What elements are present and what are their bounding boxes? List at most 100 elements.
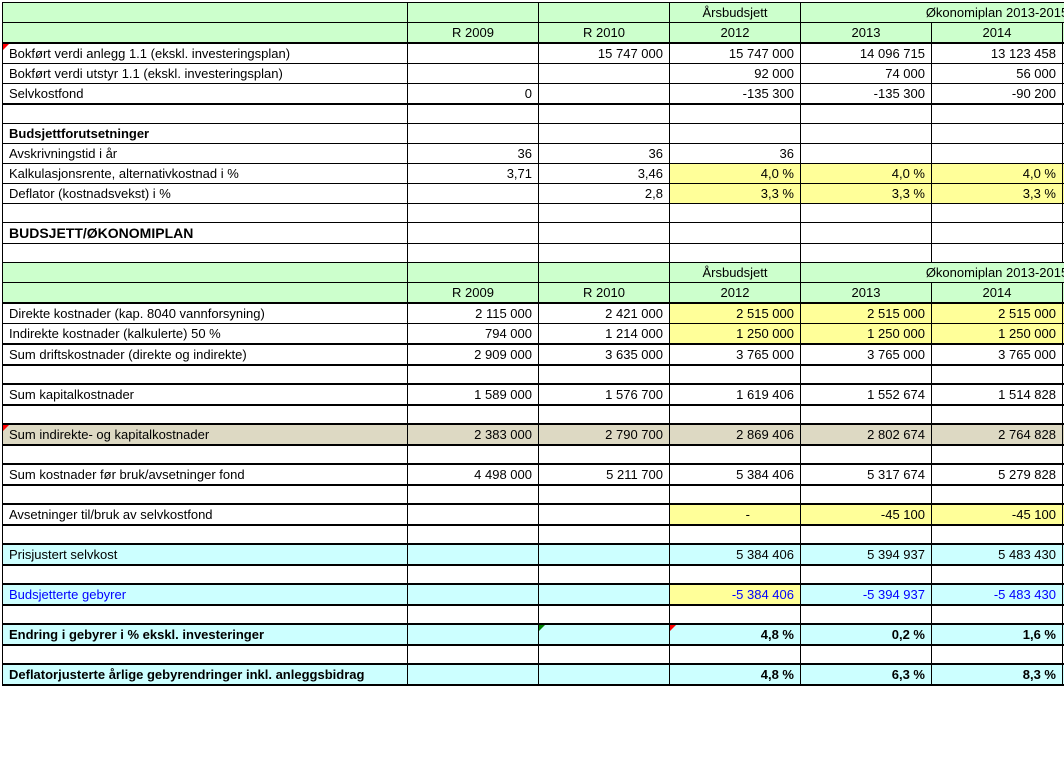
cell: 2 909 000 — [408, 344, 539, 365]
row-budsjettforutsetninger: Budsjettforutsetninger — [3, 123, 1064, 143]
row-blank — [3, 243, 1064, 262]
col-r2010: R 2010 — [539, 282, 670, 303]
label: Avsetninger til/bruk av selvkostfond — [3, 504, 408, 525]
cell: 1 250 000 — [670, 323, 801, 344]
row-sum-for-fond: Sum kostnader før bruk/avsetninger fond … — [3, 464, 1064, 485]
label: Budsjettforutsetninger — [3, 123, 408, 143]
label: Sum driftskostnader (direkte og indirekt… — [3, 344, 408, 365]
cell: 3,3 % — [932, 183, 1063, 203]
cell: 4,8 % — [670, 664, 801, 685]
col-2014: 2014 — [932, 23, 1063, 44]
label: Sum kapitalkostnader — [3, 384, 408, 405]
row-kalkulasjonsrente: Kalkulasjonsrente, alternativkostnad i %… — [3, 163, 1064, 183]
col-r2009: R 2009 — [408, 23, 539, 44]
cell: 4,0 % — [670, 163, 801, 183]
label: Sum kostnader før bruk/avsetninger fond — [3, 464, 408, 485]
cell: -45 100 — [932, 504, 1063, 525]
row-blank — [3, 525, 1064, 544]
label: Bokført verdi utstyr 1.1 (ekskl. investe… — [3, 64, 408, 84]
col-r2010: R 2010 — [539, 23, 670, 44]
label: Sum indirekte- og kapitalkostnader — [3, 424, 408, 445]
cell: -5 384 406 — [670, 584, 801, 605]
label: Indirekte kostnader (kalkulerte) 50 % — [3, 323, 408, 344]
row-blank — [3, 645, 1064, 664]
cell: 5 317 674 — [801, 464, 932, 485]
header-okonomiplan: Økonomiplan 2013-2015 — [801, 3, 1064, 23]
label: Direkte kostnader (kap. 8040 vannforsyni… — [3, 303, 408, 324]
label: Deflatorjusterte årlige gebyrendringer i… — [3, 664, 408, 685]
label: Endring i gebyrer i % ekskl. investering… — [3, 624, 408, 645]
cell: 794 000 — [408, 323, 539, 344]
cell: 13 123 458 — [932, 43, 1063, 64]
row-blank — [3, 605, 1064, 624]
col-2013: 2013 — [801, 23, 932, 44]
label: Kalkulasjonsrente, alternativkostnad i % — [3, 163, 408, 183]
cell: 36 — [670, 143, 801, 163]
cell: 1 619 406 — [670, 384, 801, 405]
label: Avskrivningstid i år — [3, 143, 408, 163]
cell: 15 747 000 — [670, 43, 801, 64]
row-sum-indirekte-kapital: Sum indirekte- og kapitalkostnader 2 383… — [3, 424, 1064, 445]
col-2012: 2012 — [670, 282, 801, 303]
cell: 3,46 — [539, 163, 670, 183]
cell: 2 790 700 — [539, 424, 670, 445]
row-prisjustert-selvkost: Prisjustert selvkost 5 384 406 5 394 937… — [3, 544, 1064, 565]
cell: 2 764 828 — [932, 424, 1063, 445]
cell: 6,3 % — [801, 664, 932, 685]
cell: 5 483 430 — [932, 544, 1063, 565]
cell: -90 200 — [932, 84, 1063, 105]
row-sum-driftskostnader: Sum driftskostnader (direkte og indirekt… — [3, 344, 1064, 365]
label: Deflator (kostnadsvekst) i % — [3, 183, 408, 203]
cell: 3,3 % — [670, 183, 801, 203]
row-deflatorjusterte: Deflatorjusterte årlige gebyrendringer i… — [3, 664, 1064, 685]
row-blank — [3, 485, 1064, 504]
cell: 4 498 000 — [408, 464, 539, 485]
cell: 0 — [408, 84, 539, 105]
label: Budsjetterte gebyrer — [3, 584, 408, 605]
row-avsetninger: Avsetninger til/bruk av selvkostfond - -… — [3, 504, 1064, 525]
row-indirekte-kostnader: Indirekte kostnader (kalkulerte) 50 % 79… — [3, 323, 1064, 344]
header-arsbudsjett: Årsbudsjett — [670, 262, 801, 282]
row-blank — [3, 203, 1064, 222]
cell: 1,6 % — [932, 624, 1063, 645]
cell: 2 515 000 — [801, 303, 932, 324]
cell: 3,71 — [408, 163, 539, 183]
row-bokfort-utstyr: Bokført verdi utstyr 1.1 (ekskl. investe… — [3, 64, 1064, 84]
row-blank — [3, 445, 1064, 464]
cell: 5 211 700 — [539, 464, 670, 485]
row-budsjett-heading: BUDSJETT/ØKONOMIPLAN — [3, 222, 1064, 243]
cell: 2 869 406 — [670, 424, 801, 445]
row-selvkostfond: Selvkostfond 0 -135 300 -135 300 -90 200… — [3, 84, 1064, 105]
cell: 1 552 674 — [801, 384, 932, 405]
cell: -135 300 — [801, 84, 932, 105]
label: Selvkostfond — [3, 84, 408, 105]
cell: -45 100 — [801, 504, 932, 525]
cell: 1 214 000 — [539, 323, 670, 344]
col-r2009: R 2009 — [408, 282, 539, 303]
cell: 2 515 000 — [932, 303, 1063, 324]
cell: 2,8 — [539, 183, 670, 203]
row-endring-gebyrer: Endring i gebyrer i % ekskl. investering… — [3, 624, 1064, 645]
header-row-2b: R 2009 R 2010 2012 2013 2014 2015 — [3, 282, 1064, 303]
cell: -5 483 430 — [932, 584, 1063, 605]
cell: 1 250 000 — [801, 323, 932, 344]
cell: 1 576 700 — [539, 384, 670, 405]
cell: 5 394 937 — [801, 544, 932, 565]
col-2014: 2014 — [932, 282, 1063, 303]
cell: 36 — [408, 143, 539, 163]
cell: 74 000 — [801, 64, 932, 84]
row-deflator: Deflator (kostnadsvekst) i % 2,8 3,3 % 3… — [3, 183, 1064, 203]
cell: 2 515 000 — [670, 303, 801, 324]
row-blank — [3, 104, 1064, 123]
cell: 2 421 000 — [539, 303, 670, 324]
cell: 5 384 406 — [670, 464, 801, 485]
row-blank — [3, 405, 1064, 424]
col-2012: 2012 — [670, 23, 801, 44]
row-direkte-kostnader: Direkte kostnader (kap. 8040 vannforsyni… — [3, 303, 1064, 324]
label: Bokført verdi anlegg 1.1 (ekskl. investe… — [3, 43, 408, 64]
cell: 2 115 000 — [408, 303, 539, 324]
cell: 14 096 715 — [801, 43, 932, 64]
cell: -135 300 — [670, 84, 801, 105]
cell: 2 802 674 — [801, 424, 932, 445]
cell: 1 514 828 — [932, 384, 1063, 405]
